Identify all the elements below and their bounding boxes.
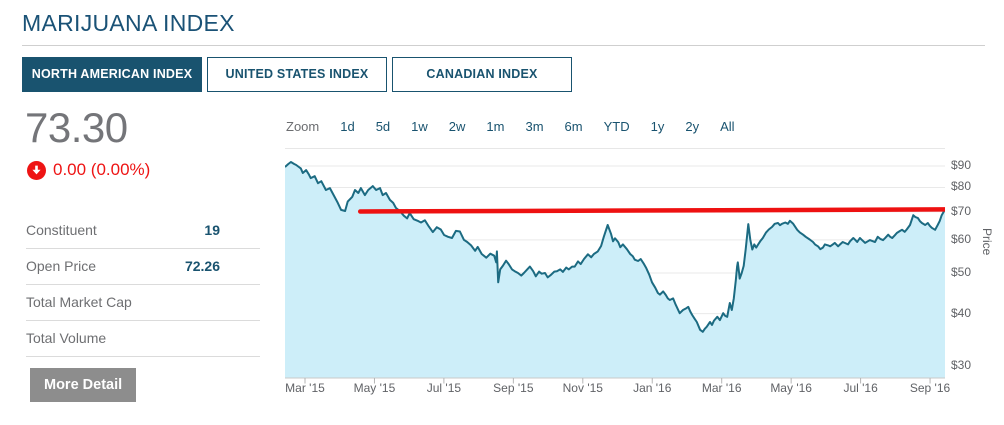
- stat-value: 72.26: [184, 258, 220, 274]
- stat-label: Constituent: [26, 222, 97, 238]
- x-axis-label: Nov '15: [562, 381, 603, 395]
- stat-row-constituent: Constituent 19: [26, 213, 260, 249]
- chart-zoom-bar: Zoom 1d 5d 1w 2w 1m 3m 6m YTD 1y 2y All: [286, 119, 735, 134]
- x-axis-label: Jul '16: [843, 381, 878, 395]
- zoom-range-1m[interactable]: 1m: [486, 119, 505, 134]
- index-price: 73.30: [25, 104, 128, 151]
- title-divider: [22, 45, 985, 46]
- tab-north-american-index[interactable]: NORTH AMERICAN INDEX: [22, 57, 202, 92]
- y-axis-label: $70: [951, 203, 972, 218]
- zoom-range-2w[interactable]: 2w: [448, 119, 466, 134]
- stat-row-total-volume: Total Volume: [26, 321, 260, 357]
- y-axis-label: $50: [951, 265, 972, 279]
- more-detail-button[interactable]: More Detail: [30, 368, 137, 402]
- stats-list: Constituent 19 Open Price 72.26 Total Ma…: [26, 213, 260, 357]
- stat-row-total-market-cap: Total Market Cap: [26, 285, 260, 321]
- zoom-range-2y[interactable]: 2y: [685, 119, 700, 134]
- x-axis-label: Jul '15: [426, 381, 462, 395]
- price-area-fill: [285, 162, 945, 378]
- x-axis-label: Mar '15: [285, 381, 325, 395]
- tab-canadian-index[interactable]: CANADIAN INDEX: [392, 57, 572, 92]
- price-chart: Price $90 $80 $70 $60 $50 $40 $30 Mar '15 May '1…: [285, 148, 1004, 410]
- y-axis-label: $60: [951, 231, 972, 246]
- price-chart-plot[interactable]: [285, 148, 945, 385]
- trend-line: [357, 207, 945, 214]
- y-axis-label: $40: [951, 305, 972, 320]
- zoom-range-6m[interactable]: 6m: [564, 119, 583, 134]
- stat-row-open-price: Open Price 72.26: [26, 249, 260, 285]
- x-axis-label: Jan '16: [633, 381, 672, 395]
- zoom-range-1d[interactable]: 1d: [340, 119, 355, 134]
- zoom-label: Zoom: [286, 119, 320, 134]
- zoom-range-ytd[interactable]: YTD: [603, 119, 630, 134]
- x-axis-label: Sep '16: [909, 381, 951, 395]
- x-axis-label: Mar '16: [701, 381, 742, 395]
- zoom-range-1w[interactable]: 1w: [411, 119, 428, 134]
- tab-united-states-index[interactable]: UNITED STATES INDEX: [207, 57, 387, 92]
- y-axis-title: Price: [980, 228, 994, 256]
- stat-value: 19: [204, 222, 220, 238]
- change-down-icon: [27, 160, 46, 180]
- index-change: 0.00 (0.00%): [27, 160, 150, 180]
- stat-label: Total Market Cap: [26, 294, 132, 310]
- y-axis-label: $30: [951, 358, 972, 372]
- x-axis-label: May '16: [770, 381, 812, 395]
- zoom-range-3m[interactable]: 3m: [525, 119, 544, 134]
- price-line: [285, 161, 945, 333]
- stat-label: Open Price: [26, 258, 97, 274]
- x-axis-label: May '15: [353, 381, 396, 395]
- y-axis-label: $90: [951, 158, 972, 172]
- page-title: MARIJUANA INDEX: [22, 10, 235, 36]
- index-tabs: NORTH AMERICAN INDEX UNITED STATES INDEX…: [22, 57, 572, 92]
- zoom-range-all[interactable]: All: [720, 119, 735, 134]
- stat-label: Total Volume: [26, 330, 107, 346]
- zoom-range-1y[interactable]: 1y: [650, 119, 665, 134]
- y-axis-label: $80: [951, 179, 972, 194]
- zoom-range-5d[interactable]: 5d: [375, 119, 391, 134]
- change-text: 0.00 (0.00%): [53, 160, 151, 179]
- x-axis-label: Sep '15: [493, 381, 534, 395]
